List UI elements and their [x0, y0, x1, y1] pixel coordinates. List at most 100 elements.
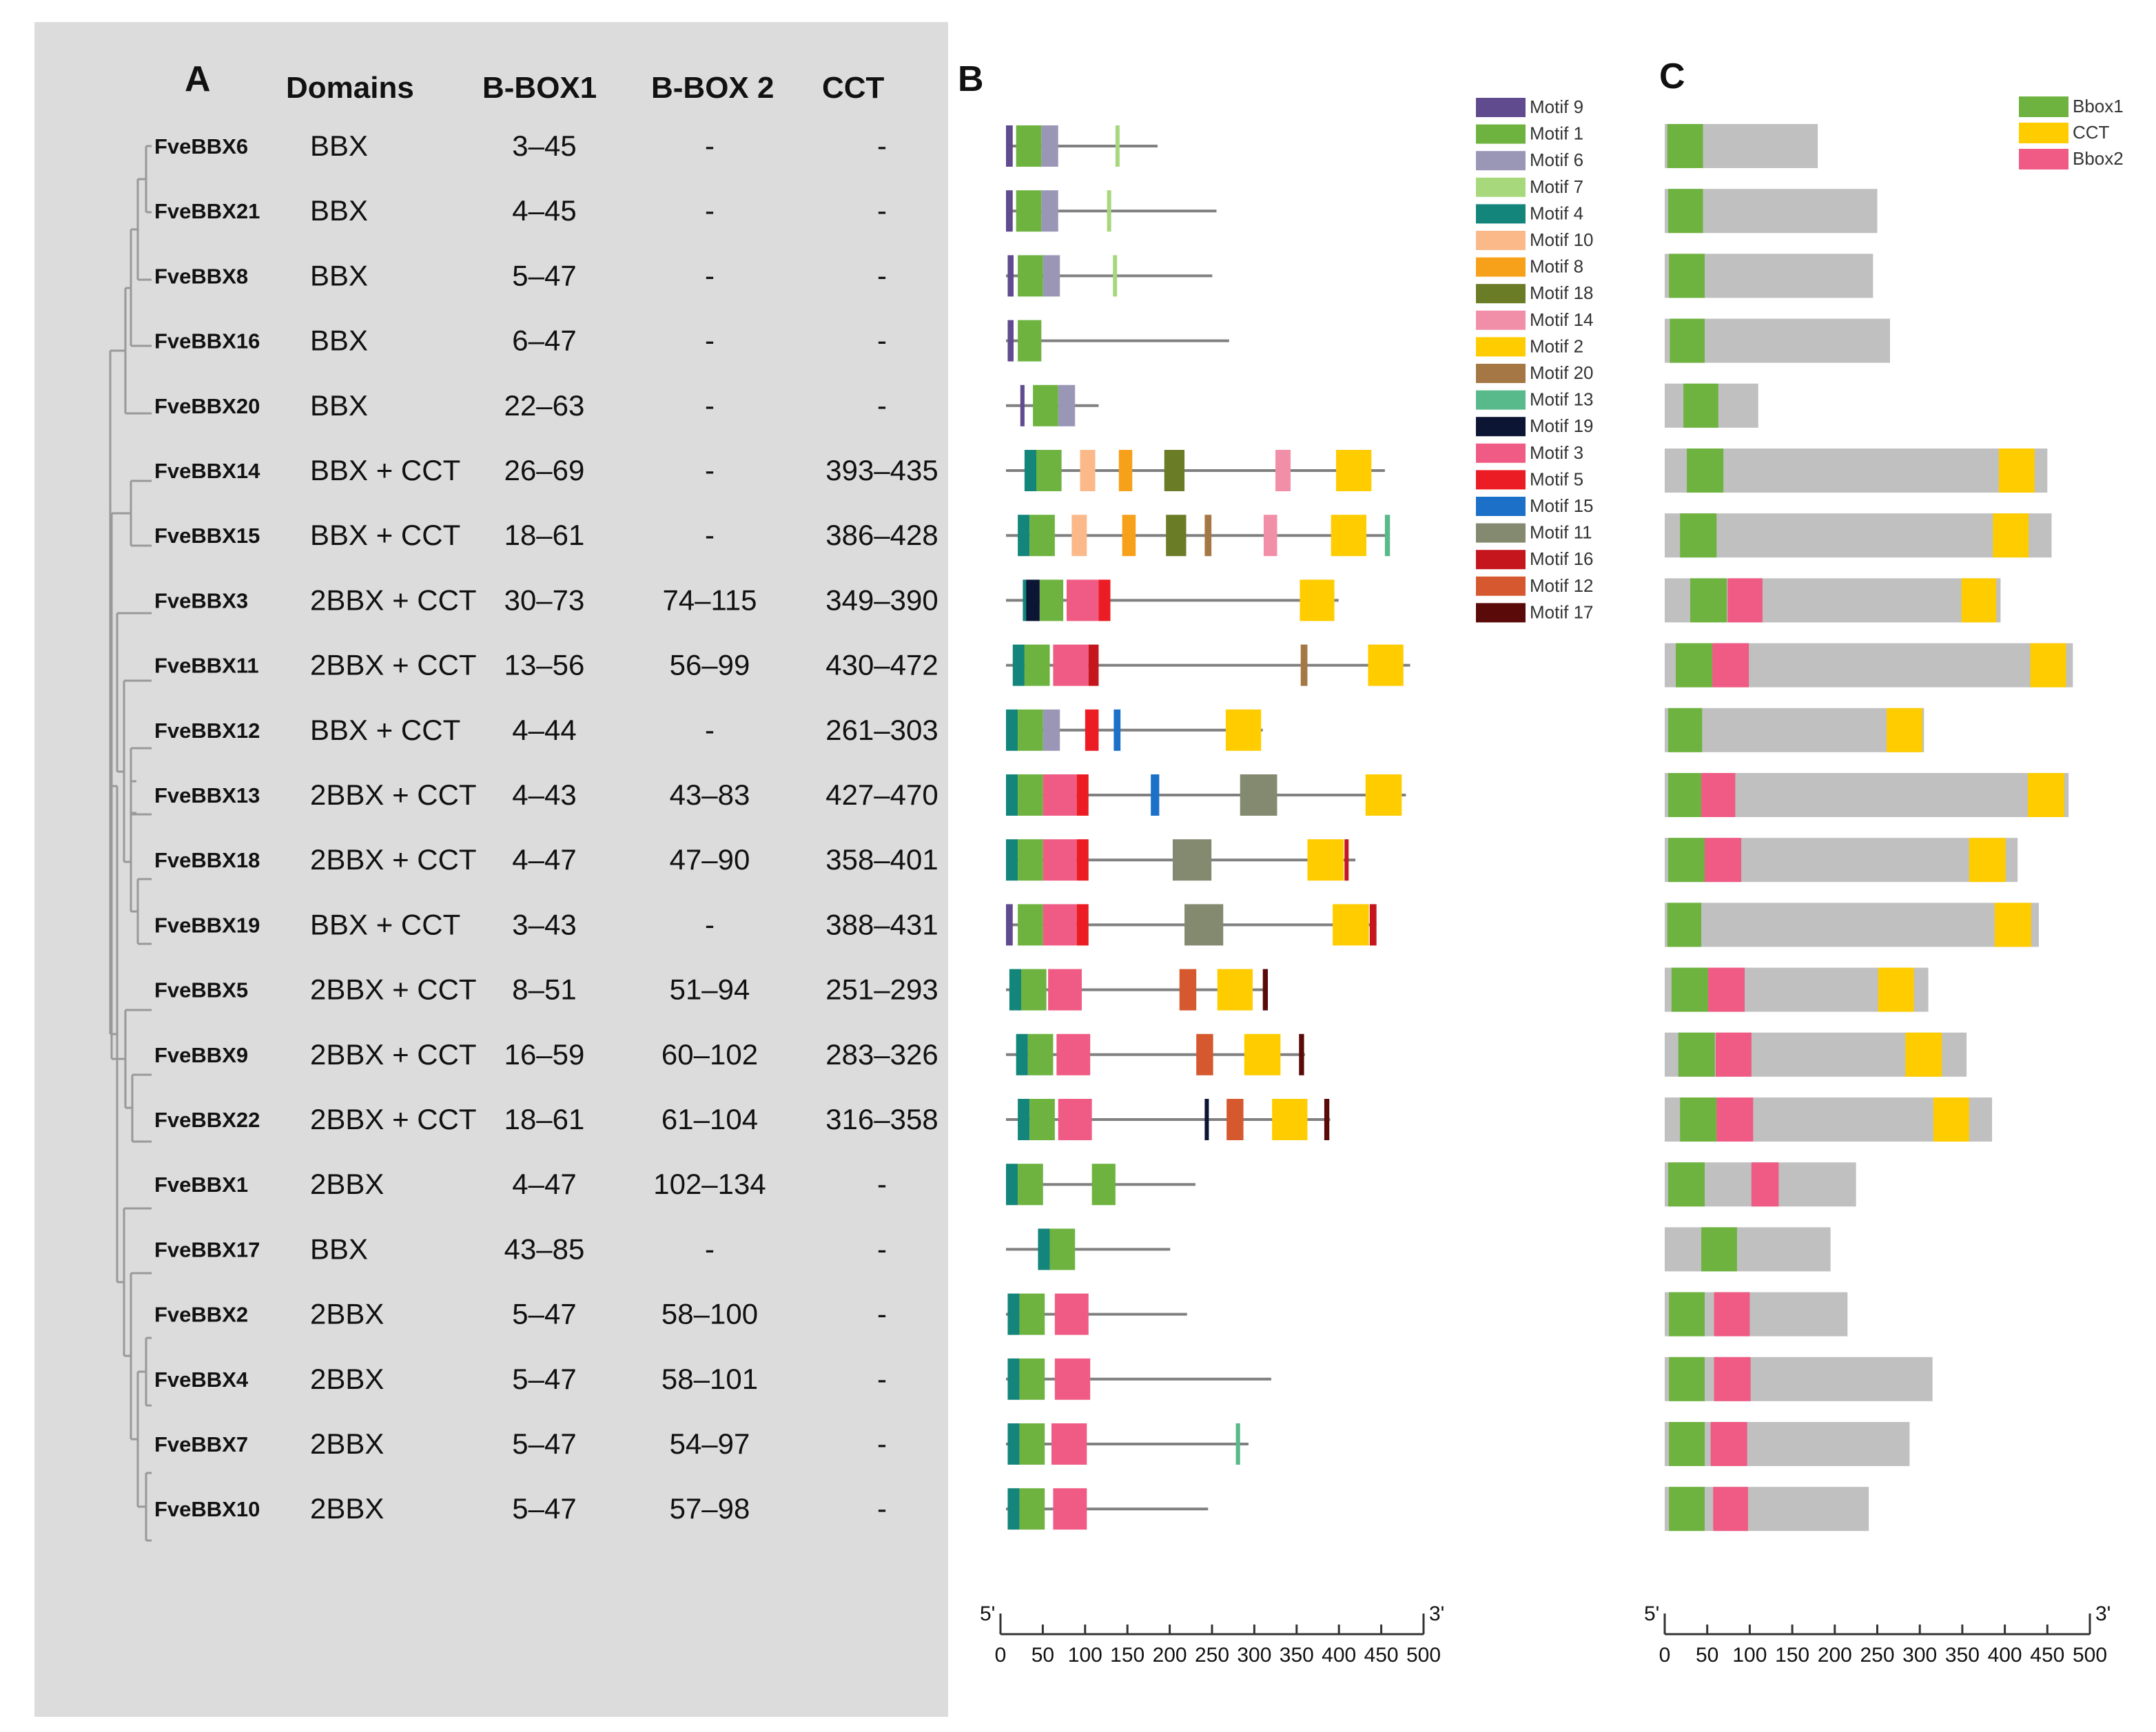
domain-composition: BBX: [310, 1233, 368, 1265]
legend-swatch: [1476, 470, 1526, 490]
bbox1-range: 4–44: [512, 714, 576, 746]
motif-block: [1043, 904, 1077, 946]
legend-label: Motif 20: [1530, 362, 1594, 383]
domain-block: [1687, 449, 1724, 493]
cct-range: 388–431: [825, 908, 938, 940]
cct-range: 316–358: [825, 1103, 938, 1135]
cct-range: -: [877, 259, 887, 291]
motif-block: [1058, 384, 1076, 426]
table-row: FveBBX14 BBX + CCT 26–69 - 393–435: [154, 454, 938, 486]
bbox1-range: 5–47: [512, 1492, 576, 1525]
bbox1-range: 26–69: [504, 454, 585, 486]
legend-label: Motif 2: [1530, 336, 1583, 356]
motif-block: [1051, 1423, 1087, 1465]
legend-swatch: [1476, 550, 1526, 570]
domain-composition: 2BBX: [310, 1298, 384, 1330]
table-row: FveBBX22 2BBX + CCT 18–61 61–104 316–358: [154, 1103, 938, 1135]
table-row: FveBBX3 2BBX + CCT 30–73 74–115 349–390: [154, 584, 938, 616]
gene-name: FveBBX5: [154, 978, 248, 1002]
legend-label: CCT: [2073, 122, 2110, 143]
domain-track: [1665, 1487, 1869, 1532]
motif-block: [1033, 384, 1058, 426]
bbox2-range: -: [705, 714, 715, 746]
motif-block: [1344, 839, 1349, 881]
motif-block: [1020, 969, 1047, 1011]
motif-block: [1204, 1099, 1209, 1140]
motif-block: [1016, 190, 1042, 232]
protein-bar: [1665, 513, 2052, 558]
legend-label: Motif 3: [1530, 442, 1583, 463]
domain-block: [1727, 578, 1763, 623]
axis-tick-label: 300: [1902, 1644, 1937, 1667]
bbox2-range: 60–102: [661, 1038, 758, 1071]
domain-track: [1665, 189, 1878, 234]
table-row: FveBBX15 BBX + CCT 18–61 - 386–428: [154, 519, 938, 551]
bbox2-range: -: [705, 908, 715, 940]
panel-label-c: C: [1659, 56, 1685, 96]
legend-item-motif: Motif 13: [1476, 389, 1594, 410]
motif-track: [1006, 1293, 1187, 1335]
motif-block: [1217, 969, 1253, 1011]
motif-block: [1118, 450, 1133, 491]
motif-block: [1179, 969, 1197, 1011]
cct-range: 386–428: [825, 519, 938, 551]
table-row: FveBBX1 2BBX 4–47 102–134 -: [154, 1168, 887, 1200]
motif-block: [1006, 839, 1018, 881]
motif-track: [1006, 1358, 1271, 1400]
domain-composition: 2BBX + CCT: [310, 843, 477, 876]
panel-label-a: A: [185, 59, 211, 99]
legend-item-motif: Motif 11: [1476, 522, 1592, 543]
legend-swatch: [1476, 284, 1526, 304]
motif-track: [1006, 969, 1269, 1011]
bbox2-range: -: [705, 519, 715, 551]
motif-block: [1235, 1423, 1240, 1465]
domain-track: [1665, 513, 2052, 558]
legend-item-motif: Motif 19: [1476, 415, 1594, 437]
domain-block: [1678, 1032, 1715, 1077]
legend-item-motif: Motif 12: [1476, 575, 1594, 596]
legend-item-motif: Motif 2: [1476, 336, 1583, 357]
axis-panel-b: 0 50 100 150 200 250 300 350 400 450 500 5' 3': [980, 1602, 1444, 1667]
axis-tick-label: 200: [1153, 1644, 1187, 1667]
domain-track: [1665, 1227, 1831, 1272]
domain-block: [1690, 578, 1727, 623]
axis-tick-label: 500: [2073, 1644, 2107, 1667]
cct-range: -: [877, 1492, 887, 1525]
domain-block: [1994, 903, 2031, 947]
legend-swatch: [1476, 257, 1526, 277]
motif-block: [1054, 1358, 1091, 1400]
motif-block: [1020, 384, 1025, 426]
motif-block: [1018, 774, 1043, 816]
domain-block: [1667, 189, 1703, 234]
domain-track: [1665, 254, 1873, 298]
motif-block: [1226, 1099, 1244, 1140]
domain-block: [1680, 1097, 1717, 1142]
axis-tick-label: 450: [1364, 1644, 1399, 1667]
domain-composition: BBX: [310, 194, 368, 227]
motif-diagram: [1006, 125, 1410, 1530]
bbox1-range: 3–45: [512, 130, 576, 162]
motif-track: [1006, 1033, 1305, 1075]
domain-track: [1665, 318, 1891, 363]
protein-bar: [1665, 708, 1924, 752]
motif-block: [1164, 450, 1185, 491]
cct-range: -: [877, 1363, 887, 1395]
domain-block: [1710, 1422, 1747, 1466]
domain-composition: 2BBX + CCT: [310, 1103, 477, 1135]
bbox1-range: 3–43: [512, 908, 576, 940]
domain-track: [1665, 773, 2069, 817]
legend-swatch: [1476, 390, 1526, 410]
cct-range: -: [877, 1233, 887, 1265]
axis-tick-label: 300: [1237, 1644, 1271, 1667]
legend-label: Motif 10: [1530, 229, 1594, 250]
domain-block: [1667, 838, 1705, 883]
protein-bar: [1665, 903, 2039, 947]
legend-item-motif: Motif 1: [1476, 123, 1583, 144]
table-row: FveBBX2 2BBX 5–47 58–100 -: [154, 1298, 887, 1330]
motif-block: [1054, 1293, 1089, 1335]
table-row: FveBBX17 BBX 43–85 - -: [154, 1233, 887, 1265]
gene-name: FveBBX15: [154, 524, 260, 548]
legend-label: Motif 7: [1530, 176, 1583, 197]
legend-item-motif: Motif 14: [1476, 309, 1594, 330]
motif-track: [1006, 515, 1390, 557]
